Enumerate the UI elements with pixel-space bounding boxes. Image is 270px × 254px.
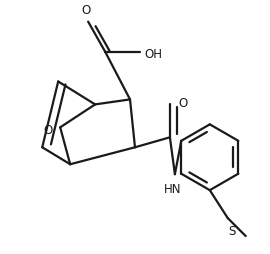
Text: OH: OH [144, 48, 162, 61]
Text: O: O [44, 123, 53, 136]
Text: S: S [228, 224, 235, 237]
Text: HN: HN [164, 182, 182, 195]
Text: O: O [178, 97, 187, 109]
Text: O: O [82, 4, 91, 17]
